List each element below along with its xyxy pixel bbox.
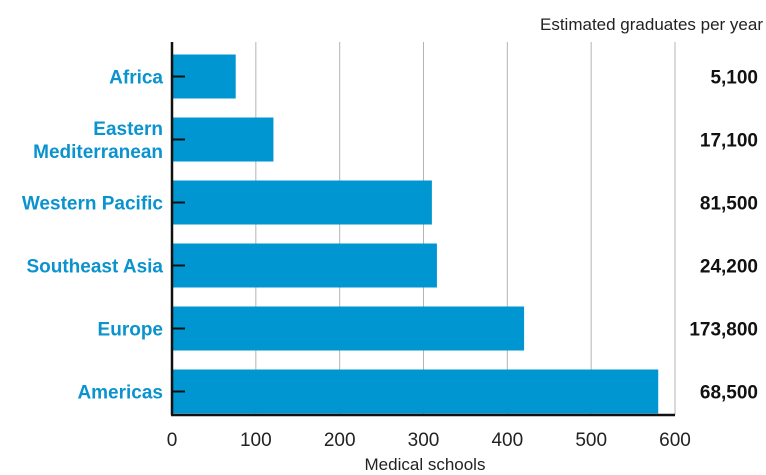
x-tick-label: 600 — [659, 430, 691, 451]
grid-lines — [255, 42, 676, 415]
bars — [173, 54, 659, 414]
category-label: Europe — [98, 320, 163, 341]
bar — [173, 180, 432, 225]
category-label: Southeast Asia — [26, 257, 163, 278]
category-label: Western Pacific — [22, 194, 164, 215]
graduates-value: 68,500 — [700, 383, 758, 404]
x-tick-label: 200 — [324, 430, 356, 451]
x-tick-label: 300 — [408, 430, 440, 451]
category-label: Americas — [77, 383, 163, 404]
labels: 0 100 200 300 400 500 600 Africa 5,100 EasternMed… — [22, 68, 758, 452]
bar — [173, 117, 274, 162]
bar — [173, 243, 437, 288]
x-tick-label: 400 — [491, 430, 523, 451]
x-tick-label: 500 — [575, 430, 607, 451]
graduates-value: 173,800 — [689, 320, 758, 341]
graduates-value: 81,500 — [700, 194, 758, 215]
x-tick-label: 0 — [167, 430, 178, 451]
graduates-value: 17,100 — [700, 131, 758, 152]
category-label: Africa — [109, 68, 163, 89]
side-header: Estimated graduates per year — [540, 15, 763, 34]
graduates-value: 5,100 — [710, 68, 758, 89]
bar — [173, 369, 659, 414]
axes — [170, 42, 675, 417]
bar — [173, 306, 525, 351]
graduates-value: 24,200 — [700, 257, 758, 278]
category-label: Eastern — [93, 119, 163, 140]
x-tick-label: 100 — [240, 430, 272, 451]
category-label: Mediterranean — [33, 142, 163, 163]
x-axis-title: Medical schools — [365, 455, 486, 474]
